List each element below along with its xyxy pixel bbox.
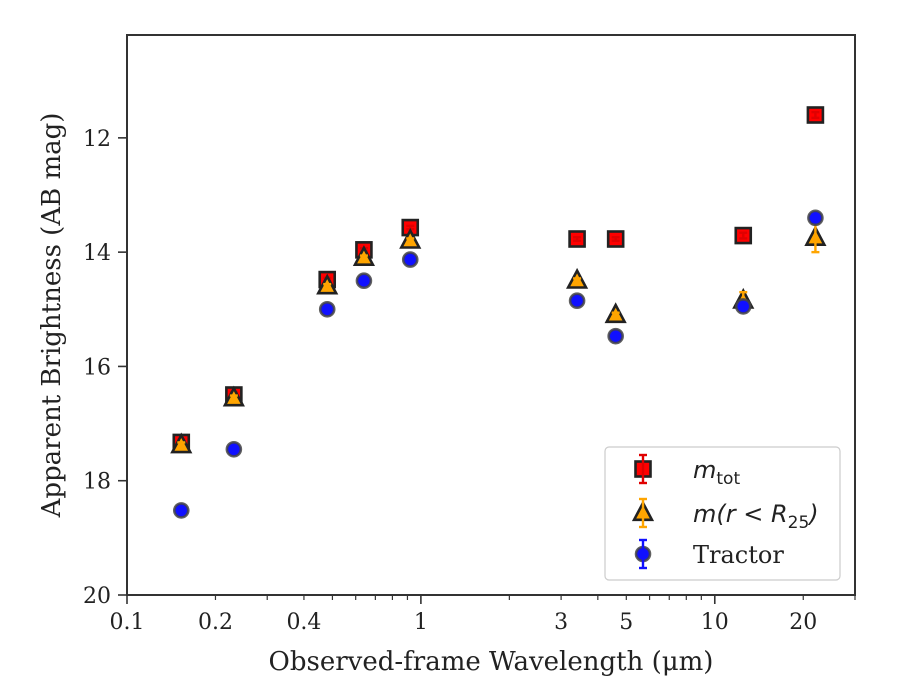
legend-label: mtot <box>693 456 740 489</box>
y-axis-label: Apparent Brightness (AB mag) <box>37 113 67 519</box>
x-tick-label: 0.4 <box>286 610 321 635</box>
x-axis-label: Observed-frame Wavelength (μm) <box>269 647 714 677</box>
legend-label-sub: tot <box>716 469 740 489</box>
legend-label-rest: ) <box>807 500 818 528</box>
x-tick-label: 1 <box>414 610 428 635</box>
y-tick-label: 12 <box>83 127 111 152</box>
plot-frame <box>126 34 856 596</box>
y-tick-label: 20 <box>83 584 111 609</box>
y-tick-label: 14 <box>83 241 111 266</box>
legend: mtot m(r < R25) Tractor <box>604 446 841 581</box>
y-tick-label: 16 <box>83 355 111 380</box>
legend-label-main: m(r < R <box>693 500 788 528</box>
chart-marks <box>170 106 827 519</box>
legend-label: Tractor <box>693 541 784 569</box>
x-tick-label: 3 <box>554 610 568 635</box>
x-tick-label: 20 <box>789 610 817 635</box>
x-tick-label: 5 <box>619 610 633 635</box>
legend-label-main: Tractor <box>693 541 784 569</box>
legend-label-main: m <box>693 456 716 484</box>
y-tick-label: 18 <box>83 470 111 495</box>
series-circle <box>172 209 824 519</box>
x-tick-label: 10 <box>701 610 729 635</box>
x-tick-label: 0.1 <box>110 610 145 635</box>
series-triangle <box>170 222 827 454</box>
legend-label-sub: 25 <box>788 513 810 533</box>
x-tick-label: 0.2 <box>198 610 233 635</box>
series-square <box>172 106 825 452</box>
axis-ticks <box>118 137 856 604</box>
axis-tick-labels: 0.1 0.2 0.4 1 3 5 10 20 12 14 16 18 20 <box>83 127 817 635</box>
legend-label: m(r < R25) <box>693 500 819 533</box>
legend-box <box>604 446 841 581</box>
